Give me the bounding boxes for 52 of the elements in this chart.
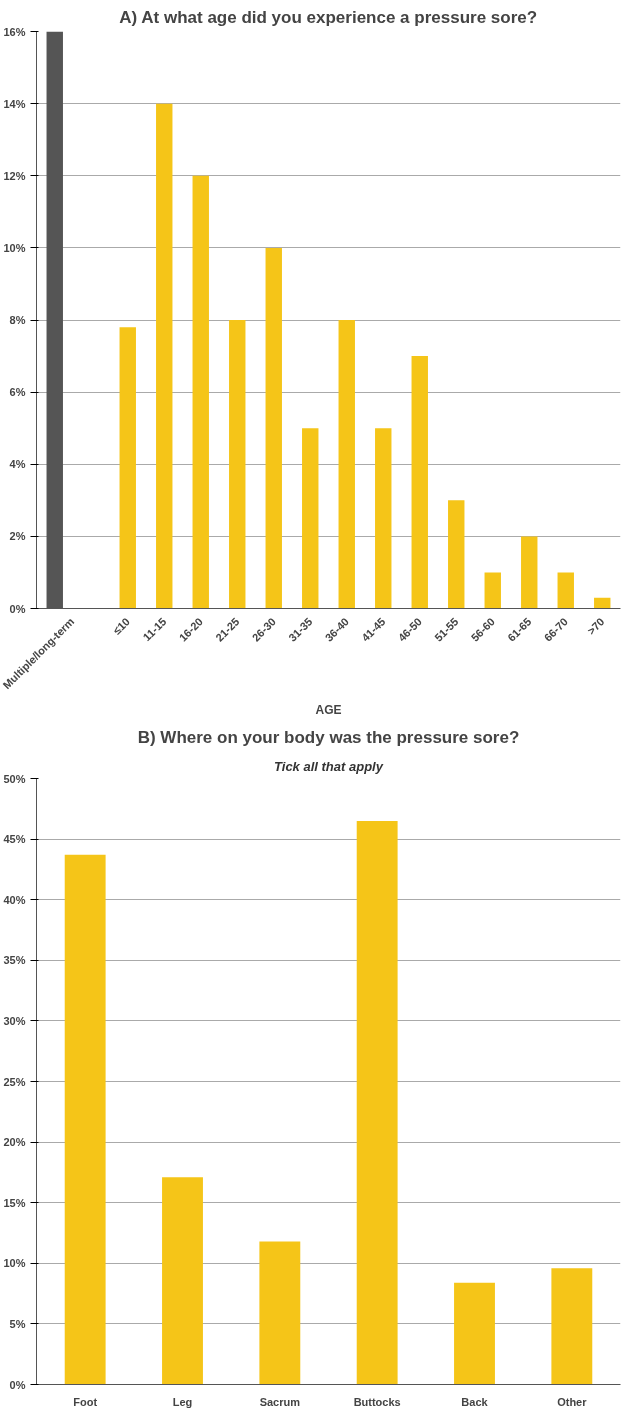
bar [259,1241,301,1385]
x-tick-label: Back [461,1395,489,1408]
bar [484,572,501,609]
bar [521,536,538,609]
x-tick-label: Foot [73,1395,98,1408]
chart-title: B) Where on your body was the pressure sore? [137,727,520,747]
bar [338,320,355,609]
chart-title: A) At what age did you experience a pressure sore? [119,7,538,27]
y-tick-label: 20% [3,1136,26,1149]
chart-subtitle: Tick all that apply [274,758,384,774]
y-tick-label: 10% [3,241,26,254]
y-tick-label: 15% [3,1196,26,1209]
y-tick-label: 5% [9,1317,26,1330]
bar [265,247,282,609]
x-tick-label: Leg [172,1395,193,1408]
y-tick-label: 14% [3,97,26,110]
y-tick-label: 0% [9,1378,26,1391]
y-tick-label: 6% [9,386,26,399]
bar [594,597,611,609]
y-tick-label: 25% [3,1075,26,1088]
y-tick-label: 8% [9,314,26,326]
bar [375,428,392,609]
bar [448,500,465,609]
y-tick-label: 45% [3,833,26,846]
bar [64,854,106,1385]
y-tick-label: 35% [3,954,26,967]
y-tick-label: 10% [3,1257,26,1270]
bar [551,1268,593,1385]
x-tick-label: >70 [584,615,607,637]
bar [411,356,428,609]
x-tick-label: ≤10 [110,615,132,637]
x-tick-label: Sacrum [259,1395,301,1408]
bar [192,175,209,609]
bar [302,428,319,609]
bar [557,572,574,609]
y-tick-label: 2% [9,530,26,543]
y-tick-label: 0% [9,602,26,615]
y-tick-label: 40% [3,893,26,906]
x-tick-label: Buttocks [353,1395,401,1408]
y-tick-label: 12% [3,169,26,182]
bar [119,327,136,609]
bar [162,1177,203,1385]
x-tick-label: Other [557,1395,588,1408]
y-tick-label: 30% [3,1014,26,1027]
bar [156,103,173,609]
x-axis-title: AGE [315,703,342,718]
bar [356,820,398,1385]
bar [454,1282,495,1385]
y-tick-label: 16% [3,25,26,38]
y-tick-label: 50% [3,772,26,785]
bar [229,320,246,609]
y-tick-label: 4% [9,458,26,471]
